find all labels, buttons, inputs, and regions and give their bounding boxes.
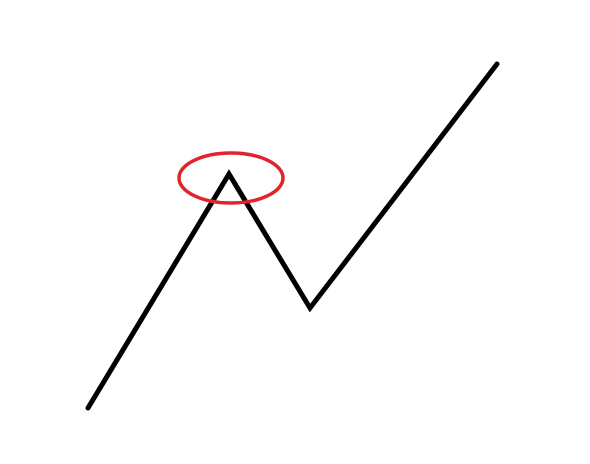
- peak-highlight-ellipse: [177, 151, 285, 205]
- zigzag-line: [85, 61, 500, 411]
